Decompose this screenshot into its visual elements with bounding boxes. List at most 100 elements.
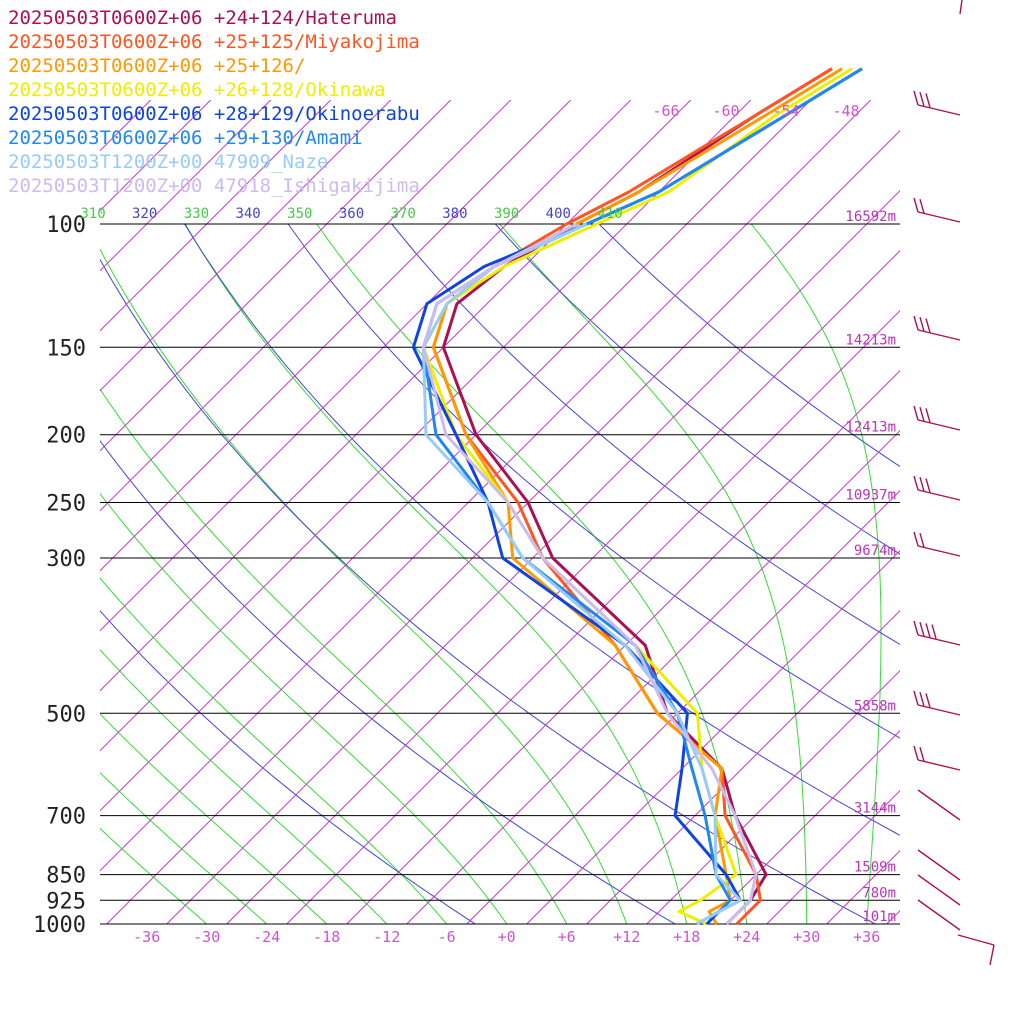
isotherm-line xyxy=(0,100,31,924)
theta-label: 330 xyxy=(184,206,209,222)
isotherm-label: -48 xyxy=(832,102,859,120)
x-tick-label: -18 xyxy=(313,928,340,946)
legend-item: 20250503T0600Z+06 +24+124/Hateruma xyxy=(8,6,420,30)
pressure-label: 925 xyxy=(46,889,86,914)
wind-barb-flag xyxy=(926,408,930,422)
pressure-label: 300 xyxy=(46,547,86,572)
sounding-series xyxy=(413,69,862,924)
x-tick-label: +0 xyxy=(498,928,516,946)
wind-barb-flag xyxy=(926,623,930,637)
legend-item: 20250503T0600Z+06 +26+128/Okinawa xyxy=(8,78,420,102)
theta-label: 400 xyxy=(546,206,571,222)
wind-barb-flag xyxy=(914,746,918,760)
x-tick-label: -24 xyxy=(253,928,280,946)
series-line xyxy=(423,69,862,924)
x-tick-label: -30 xyxy=(193,928,220,946)
legend-item: 20250503T1200Z+00 47918_Ishigakijima xyxy=(8,174,420,198)
x-tick-label: -36 xyxy=(133,928,160,946)
isotherm-label: -54 xyxy=(772,102,799,120)
wind-barb-flag xyxy=(920,407,924,421)
x-tick-label: +18 xyxy=(673,928,700,946)
wind-barb-flag xyxy=(990,945,994,965)
pressure-label: 700 xyxy=(46,805,86,830)
pressure-label: 250 xyxy=(46,492,86,517)
theta-label: 360 xyxy=(339,206,364,222)
height-label: 101m xyxy=(862,909,896,925)
moist-adiabat-line xyxy=(185,224,686,924)
moist-adiabat-line xyxy=(0,224,207,924)
wind-barb-flag xyxy=(920,199,924,213)
wind-barb xyxy=(918,900,960,930)
legend-item: 20250503T1200Z+00 47909_Naze xyxy=(8,150,420,174)
x-tick-label: +36 xyxy=(853,928,880,946)
height-label: 780m xyxy=(862,885,896,901)
wind-barb xyxy=(918,875,960,905)
wind-barb xyxy=(918,212,960,222)
wind-barb xyxy=(918,705,960,715)
isotherm-label: -60 xyxy=(712,102,739,120)
theta-label: 370 xyxy=(391,206,416,222)
wind-barb-flag xyxy=(914,621,918,635)
wind-barb-flag xyxy=(920,747,924,761)
wind-barb xyxy=(958,935,994,945)
height-label: 12413m xyxy=(845,420,896,436)
moist-adiabat-line xyxy=(11,224,567,924)
wind-barb-flag xyxy=(914,198,918,212)
pressure-label: 1000 xyxy=(33,913,86,938)
x-tick-label: -6 xyxy=(438,928,456,946)
wind-barb-flag xyxy=(932,625,936,639)
theta-label: 410 xyxy=(597,206,622,222)
wind-barb-flag xyxy=(920,477,924,491)
wind-barb-flag xyxy=(914,691,918,705)
wind-barb-flag xyxy=(926,693,930,707)
pressure-label: 500 xyxy=(46,702,86,727)
height-label: 5858m xyxy=(854,698,896,714)
pressure-label: 200 xyxy=(46,424,86,449)
theta-label: 310 xyxy=(80,206,105,222)
wind-barb-flag xyxy=(926,93,930,107)
height-label: 16592m xyxy=(845,209,896,225)
wind-barb-flag xyxy=(914,532,918,546)
wind-barb xyxy=(918,546,960,556)
theta-label: 350 xyxy=(287,206,312,222)
series-line xyxy=(433,69,842,924)
wind-barb xyxy=(960,0,962,14)
height-label: 10937m xyxy=(845,488,896,504)
wind-barb-flag xyxy=(926,478,930,492)
legend-item: 20250503T0600Z+06 +28+129/Okinoerabu xyxy=(8,102,420,126)
x-tick-label: +24 xyxy=(733,928,760,946)
wind-barb xyxy=(918,420,960,430)
moist-adiabat-line xyxy=(0,224,267,924)
legend-item: 20250503T0600Z+06 +25+126/ xyxy=(8,54,420,78)
wind-barb-flag xyxy=(920,317,924,331)
height-label: 9674m xyxy=(854,543,896,559)
x-tick-label: +12 xyxy=(613,928,640,946)
axis-labels: 100150200250300500700850925100016592m142… xyxy=(33,102,896,946)
legend: 20250503T0600Z+06 +24+124/Hateruma 202505… xyxy=(8,6,420,198)
legend-item: 20250503T0600Z+06 +25+125/Miyakojima xyxy=(8,30,420,54)
wind-barb-flag xyxy=(920,92,924,106)
wind-barb xyxy=(918,850,960,880)
wind-barb-flag xyxy=(914,406,918,420)
wind-barb xyxy=(918,635,960,645)
height-label: 1509m xyxy=(854,860,896,876)
isotherm-line xyxy=(887,100,1024,924)
height-label: 14213m xyxy=(845,332,896,348)
theta-label: 340 xyxy=(235,206,260,222)
wind-barb-flag xyxy=(914,316,918,330)
theta-label: 380 xyxy=(442,206,467,222)
series-line xyxy=(433,69,832,924)
wind-barb xyxy=(918,105,960,115)
theta-label: 390 xyxy=(494,206,519,222)
wind-barbs xyxy=(914,0,994,965)
wind-barb-flag xyxy=(914,476,918,490)
dry-adiabat-line xyxy=(185,224,1024,924)
pressure-label: 150 xyxy=(46,336,86,361)
x-tick-label: -12 xyxy=(373,928,400,946)
dry-adiabat-line xyxy=(495,224,1024,924)
wind-barb-flag xyxy=(920,622,924,636)
wind-barb xyxy=(918,790,960,820)
wind-barb xyxy=(918,490,960,500)
series-line xyxy=(423,69,852,924)
isotherm-label: -66 xyxy=(652,102,679,120)
